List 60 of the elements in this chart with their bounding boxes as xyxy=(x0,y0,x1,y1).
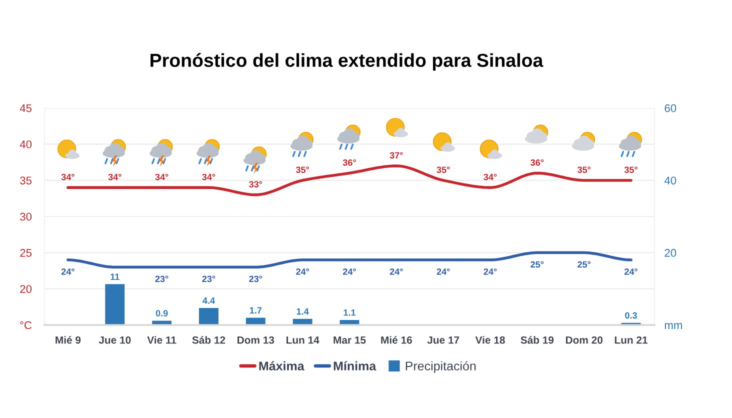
y-tick-label: 30 xyxy=(20,212,32,221)
legend-label: Mínima xyxy=(334,361,376,370)
data-label: 25° xyxy=(578,261,591,268)
data-label: 24° xyxy=(624,268,638,275)
data-label: 35° xyxy=(577,166,591,174)
data-label: 4.4 xyxy=(202,298,215,304)
y2-tick-label: mm xyxy=(664,323,682,330)
data-label: 34° xyxy=(155,174,168,180)
y-tick-label: °C xyxy=(20,321,32,330)
data-label: 24° xyxy=(436,268,450,275)
data-label: 1.7 xyxy=(250,307,262,314)
data-label: 24° xyxy=(61,268,74,275)
data-label: 34° xyxy=(202,174,216,180)
data-label: 33° xyxy=(249,181,262,188)
data-label: 35° xyxy=(296,166,310,174)
data-label: 34° xyxy=(61,174,74,180)
data-label: 0.3 xyxy=(625,312,637,319)
data-label: 0.9 xyxy=(156,310,168,316)
y2-tick-label: 40 xyxy=(664,176,676,184)
x-tick-label: Dom 13 xyxy=(238,336,274,344)
y-tick-label: 25 xyxy=(20,248,32,257)
data-label: 25° xyxy=(530,261,544,268)
legend-label: Precipitación xyxy=(406,361,476,373)
legend-label: Máxima xyxy=(259,361,304,370)
y-tick-label: 45 xyxy=(20,104,32,112)
chart-title: Pronóstico del clima extendido para Sinaloa xyxy=(150,53,544,71)
data-label: 36° xyxy=(530,159,544,166)
x-tick-label: Vie 18 xyxy=(475,336,505,344)
data-label: 1.1 xyxy=(344,309,356,316)
data-label: 35° xyxy=(436,166,450,174)
y2-tick-label: 20 xyxy=(664,248,676,257)
data-label: 24° xyxy=(390,268,403,275)
data-label: 36° xyxy=(342,159,356,166)
y2-tick-label: 60 xyxy=(664,104,676,112)
data-label: 24° xyxy=(342,268,356,275)
x-tick-label: Vie 11 xyxy=(147,336,176,344)
data-label: 35° xyxy=(624,166,638,174)
y-tick-label: 35 xyxy=(20,176,32,184)
x-tick-label: Sáb 12 xyxy=(192,336,226,344)
x-tick-label: Mié 16 xyxy=(381,336,412,344)
x-tick-label: Jue 17 xyxy=(427,336,460,344)
x-tick-label: Jue 10 xyxy=(98,336,131,344)
data-label: 23° xyxy=(155,276,168,282)
data-label: 24° xyxy=(484,268,497,275)
x-tick-label: Mar 15 xyxy=(334,336,366,344)
x-tick-label: Mié 9 xyxy=(56,336,81,344)
data-label: 34° xyxy=(484,174,497,180)
x-tick-label: Dom 20 xyxy=(566,336,602,344)
data-label: 23° xyxy=(202,276,216,282)
x-tick-label: Lun 14 xyxy=(286,336,320,344)
data-label: 1.4 xyxy=(296,308,309,315)
y-tick-label: 20 xyxy=(20,285,32,293)
x-tick-label: Sáb 19 xyxy=(520,336,554,344)
x-tick-label: Lun 21 xyxy=(614,336,648,344)
data-label: 11 xyxy=(110,274,120,280)
data-label: 34° xyxy=(108,174,122,180)
y-tick-label: 40 xyxy=(20,140,32,148)
data-label: 24° xyxy=(296,268,310,275)
data-label: 23° xyxy=(249,276,262,282)
data-label: 37° xyxy=(390,152,403,159)
